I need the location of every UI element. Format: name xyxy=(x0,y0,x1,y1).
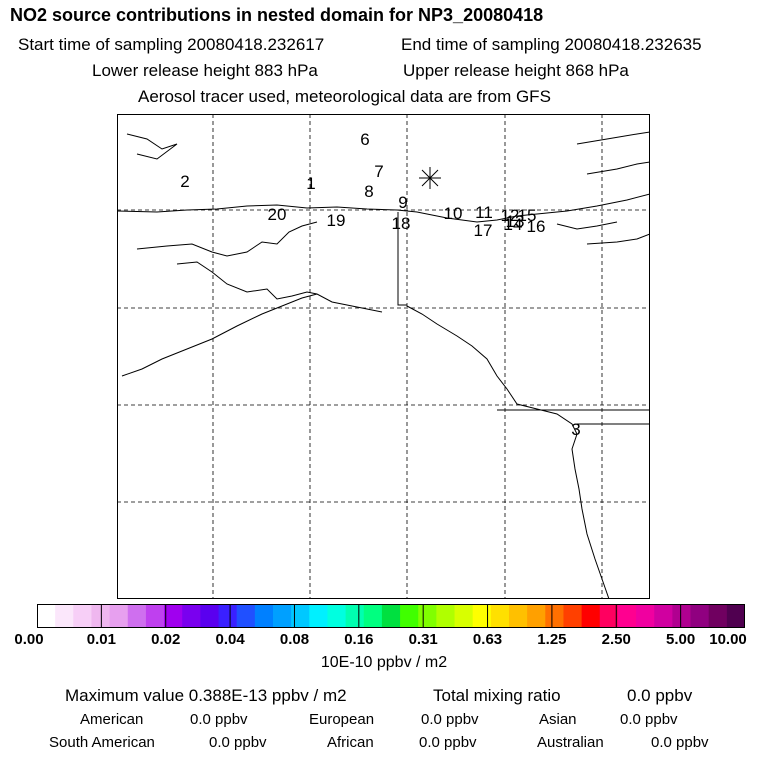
colorbar-swatch xyxy=(37,604,56,628)
source-label: 18 xyxy=(391,214,411,233)
colorbar-tick-label: 0.04 xyxy=(215,631,245,648)
colorbar-swatch xyxy=(418,604,437,628)
source-label: 10 xyxy=(443,204,463,223)
colorbar-units: 10E-10 ppbv / m2 xyxy=(320,654,448,671)
total-mixing-value: 0.0 ppbv xyxy=(627,686,693,705)
region-value: 0.0 ppbv xyxy=(651,734,709,751)
colorbar-swatch xyxy=(545,604,564,628)
region-value: 0.0 ppbv xyxy=(419,734,477,751)
upper-release-height: Upper release height 868 hPa xyxy=(403,61,629,80)
colorbar-swatch xyxy=(726,604,745,628)
colorbar-tick-label: 2.50 xyxy=(601,631,631,648)
colorbar-swatch xyxy=(509,604,528,628)
colorbar-swatch xyxy=(527,604,546,628)
colorbar-swatch xyxy=(563,604,583,628)
colorbar-tick-label: 0.02 xyxy=(151,631,181,648)
coastlines xyxy=(117,131,650,599)
region-name: European xyxy=(309,711,375,728)
colorbar-swatch xyxy=(145,604,165,628)
colorbar-swatch xyxy=(617,604,637,628)
colorbar-swatch xyxy=(127,604,147,628)
colorbar-swatch xyxy=(581,604,601,628)
colorbar-tick-label: 5.00 xyxy=(666,631,696,648)
colorbar-tick-label: 1.25 xyxy=(537,631,567,648)
source-label: 7 xyxy=(374,162,384,181)
tracer-note: Aerosol tracer used, meteorological data… xyxy=(138,87,551,106)
source-label: 19 xyxy=(326,211,346,230)
colorbar-swatch xyxy=(273,604,292,628)
source-label: 9 xyxy=(398,193,408,212)
colorbar-swatch xyxy=(254,604,274,628)
max-value: Maximum value 0.388E-13 ppbv / m2 xyxy=(65,686,347,705)
colorbar-tick-label: 0.31 xyxy=(408,631,438,648)
source-label: 17 xyxy=(473,221,493,240)
borders xyxy=(397,212,650,425)
colorbar-swatch xyxy=(200,604,220,628)
colorbar-swatch xyxy=(309,604,328,628)
colorbar-swatch xyxy=(91,604,111,628)
source-label: 16 xyxy=(526,217,546,236)
colorbar-tick-label: 0.01 xyxy=(86,631,116,648)
source-label: 15 xyxy=(517,206,537,225)
colorbar-swatch xyxy=(73,604,92,628)
region-value: 0.0 ppbv xyxy=(209,734,267,751)
source-label: 13 xyxy=(505,212,525,231)
colorbar-swatch xyxy=(381,604,401,628)
region-value: 0.0 ppbv xyxy=(190,711,248,728)
colorbar-swatch xyxy=(327,604,347,628)
colorbar-swatch xyxy=(636,604,655,628)
source-label: 12 xyxy=(500,206,520,225)
source-label: 11 xyxy=(475,203,493,222)
total-mixing-label: Total mixing ratio xyxy=(433,686,561,705)
colorbar-swatch xyxy=(55,604,74,628)
colorbar-tick-label: 10.00 xyxy=(709,631,747,648)
region-value: 0.0 ppbv xyxy=(620,711,678,728)
region-name: South American xyxy=(49,734,155,751)
colorbar-swatch xyxy=(345,604,365,628)
lower-release-height: Lower release height 883 hPa xyxy=(92,61,318,80)
colorbar-swatch xyxy=(363,604,383,628)
colorbar-tick-label: 0.00 xyxy=(14,631,44,648)
source-label: 14 xyxy=(503,215,523,234)
region-name: Australian xyxy=(537,734,604,751)
colorbar-swatch xyxy=(472,604,492,628)
source-label: 8 xyxy=(364,182,374,201)
region-name: African xyxy=(327,734,374,751)
map-panel xyxy=(117,114,650,599)
colorbar-swatch xyxy=(218,604,238,628)
colorbar-swatch xyxy=(182,604,201,628)
colorbar-swatch xyxy=(599,604,619,628)
colorbar-swatch xyxy=(236,604,256,628)
colorbar-swatch xyxy=(654,604,673,628)
page-title: NO2 source contributions in nested domai… xyxy=(10,5,544,25)
lat-lon-grid xyxy=(117,114,650,599)
colorbar-swatch xyxy=(454,604,474,628)
region-value: 0.0 ppbv xyxy=(421,711,479,728)
colorbar-swatch xyxy=(672,604,692,628)
colorbar-tick-label: 0.08 xyxy=(279,631,310,648)
source-label: 20 xyxy=(267,205,287,224)
source-label: 6 xyxy=(360,130,370,149)
map-frame xyxy=(117,114,650,599)
colorbar xyxy=(37,604,745,628)
source-label: 3 xyxy=(571,420,581,439)
start-time: Start time of sampling 20080418.232617 xyxy=(18,35,325,54)
colorbar-tick-label: 0.16 xyxy=(344,631,374,648)
end-time: End time of sampling 20080418.232635 xyxy=(401,35,702,54)
source-label: 2 xyxy=(180,172,190,191)
colorbar-frame xyxy=(37,604,745,628)
colorbar-swatch xyxy=(690,604,710,628)
colorbar-swatch xyxy=(291,604,310,628)
region-name: American xyxy=(80,711,144,728)
colorbar-swatch xyxy=(400,604,419,628)
colorbar-swatch xyxy=(708,604,728,628)
colorbar-swatch xyxy=(109,604,129,628)
colorbar-swatch xyxy=(490,604,510,628)
asterisk-marker xyxy=(419,167,441,189)
colorbar-tick-label: 0.63 xyxy=(472,631,503,648)
source-label: 1 xyxy=(306,174,316,193)
colorbar-swatch xyxy=(436,604,456,628)
colorbar-swatch xyxy=(164,604,183,628)
region-name: Asian xyxy=(539,711,577,728)
